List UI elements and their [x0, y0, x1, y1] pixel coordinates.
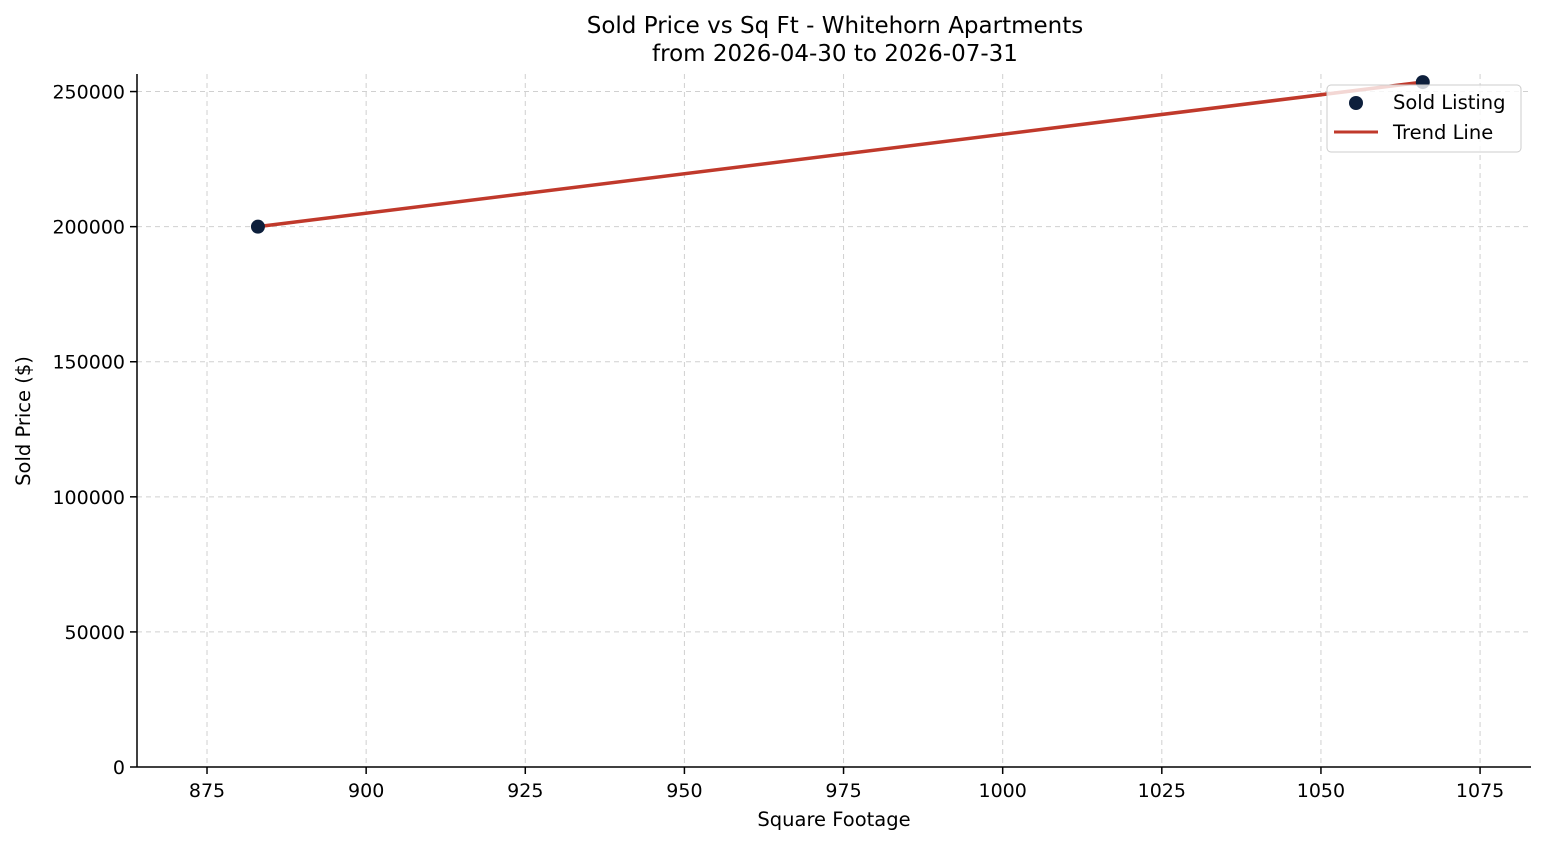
x-tick-label: 1025	[1138, 780, 1186, 802]
y-ticks: 0 50000 100000 150000 200000 250000	[52, 82, 137, 779]
y-tick-label: 50000	[65, 622, 125, 644]
y-axis-label: Sold Price ($)	[12, 356, 35, 486]
grid	[137, 74, 1531, 768]
legend-box	[1326, 84, 1522, 153]
x-tick-label: 1050	[1297, 780, 1345, 802]
x-ticks: 875 900 925 950 975 1000 1025 1050 1075	[189, 767, 1504, 802]
chart-title: Sold Price vs Sq Ft - Whitehorn Apartmen…	[587, 13, 1083, 39]
axes	[136, 74, 1531, 768]
y-tick-label: 200000	[52, 217, 125, 239]
y-tick-label: 150000	[52, 352, 125, 374]
legend-label-sold-listing: Sold Listing	[1393, 91, 1506, 114]
x-axis-label: Square Footage	[757, 808, 910, 831]
x-tick-label: 1000	[979, 780, 1027, 802]
legend-label-trend-line: Trend Line	[1392, 121, 1493, 144]
y-tick-label: 0	[113, 757, 125, 779]
trend-line	[256, 80, 1425, 229]
x-tick-label: 975	[825, 780, 861, 802]
chart-subtitle: from 2026-04-30 to 2026-07-31	[652, 41, 1018, 67]
y-tick-label: 250000	[52, 82, 125, 104]
x-tick-label: 950	[666, 780, 702, 802]
x-tick-label: 900	[348, 780, 384, 802]
x-tick-label: 925	[507, 780, 543, 802]
trend-line-layer	[256, 80, 1425, 229]
y-tick-label: 100000	[52, 487, 125, 509]
x-tick-label: 875	[189, 780, 225, 802]
data-point	[250, 219, 265, 234]
legend: Sold Listing Trend Line	[1326, 84, 1522, 153]
legend-marker-sold-listing	[1349, 96, 1363, 110]
x-tick-label: 1075	[1456, 780, 1504, 802]
